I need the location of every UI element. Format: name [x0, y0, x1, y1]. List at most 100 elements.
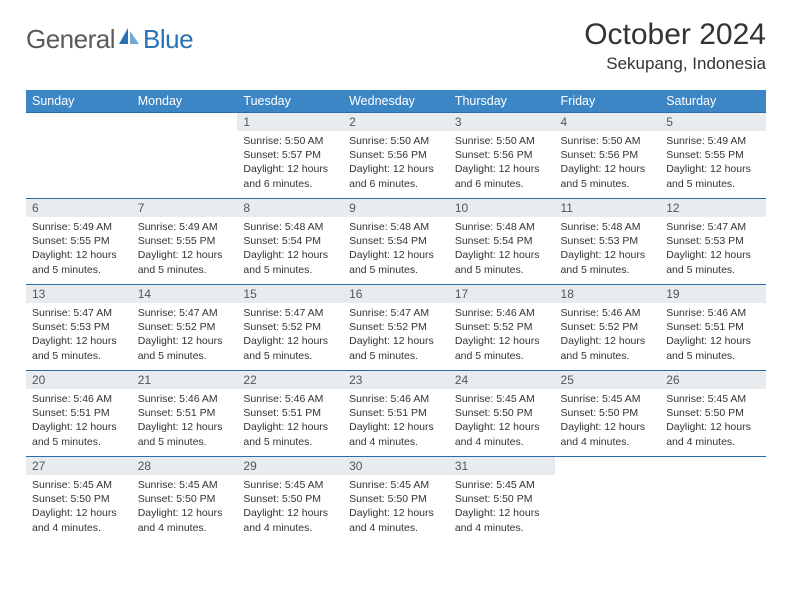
calendar-cell: 4Sunrise: 5:50 AMSunset: 5:56 PMDaylight… [555, 113, 661, 199]
day-header: Wednesday [343, 90, 449, 113]
day-number: 20 [26, 371, 132, 389]
calendar-body: 1Sunrise: 5:50 AMSunset: 5:57 PMDaylight… [26, 113, 766, 543]
calendar-cell: 2Sunrise: 5:50 AMSunset: 5:56 PMDaylight… [343, 113, 449, 199]
day-details: Sunrise: 5:50 AMSunset: 5:56 PMDaylight:… [343, 131, 449, 193]
day-details: Sunrise: 5:45 AMSunset: 5:50 PMDaylight:… [449, 475, 555, 537]
day-details: Sunrise: 5:48 AMSunset: 5:53 PMDaylight:… [555, 217, 661, 279]
day-number: 26 [660, 371, 766, 389]
calendar-cell: 31Sunrise: 5:45 AMSunset: 5:50 PMDayligh… [449, 457, 555, 543]
day-number: 4 [555, 113, 661, 131]
day-details: Sunrise: 5:46 AMSunset: 5:52 PMDaylight:… [449, 303, 555, 365]
day-details: Sunrise: 5:47 AMSunset: 5:52 PMDaylight:… [132, 303, 238, 365]
day-number: 25 [555, 371, 661, 389]
calendar-cell: 24Sunrise: 5:45 AMSunset: 5:50 PMDayligh… [449, 371, 555, 457]
day-number: 11 [555, 199, 661, 217]
calendar-cell: 10Sunrise: 5:48 AMSunset: 5:54 PMDayligh… [449, 199, 555, 285]
day-number: 19 [660, 285, 766, 303]
day-number: 18 [555, 285, 661, 303]
day-details: Sunrise: 5:47 AMSunset: 5:52 PMDaylight:… [237, 303, 343, 365]
calendar-cell: 20Sunrise: 5:46 AMSunset: 5:51 PMDayligh… [26, 371, 132, 457]
day-number: 22 [237, 371, 343, 389]
day-details: Sunrise: 5:46 AMSunset: 5:51 PMDaylight:… [343, 389, 449, 451]
day-number: 31 [449, 457, 555, 475]
calendar-cell: 25Sunrise: 5:45 AMSunset: 5:50 PMDayligh… [555, 371, 661, 457]
day-number: 9 [343, 199, 449, 217]
calendar-cell: 22Sunrise: 5:46 AMSunset: 5:51 PMDayligh… [237, 371, 343, 457]
calendar-head: SundayMondayTuesdayWednesdayThursdayFrid… [26, 90, 766, 113]
location-label: Sekupang, Indonesia [584, 54, 766, 74]
day-number: 5 [660, 113, 766, 131]
day-number: 2 [343, 113, 449, 131]
day-details: Sunrise: 5:46 AMSunset: 5:51 PMDaylight:… [660, 303, 766, 365]
calendar-cell: 5Sunrise: 5:49 AMSunset: 5:55 PMDaylight… [660, 113, 766, 199]
day-header: Friday [555, 90, 661, 113]
calendar-cell: 19Sunrise: 5:46 AMSunset: 5:51 PMDayligh… [660, 285, 766, 371]
calendar-cell: 3Sunrise: 5:50 AMSunset: 5:56 PMDaylight… [449, 113, 555, 199]
day-details: Sunrise: 5:46 AMSunset: 5:52 PMDaylight:… [555, 303, 661, 365]
day-details: Sunrise: 5:45 AMSunset: 5:50 PMDaylight:… [132, 475, 238, 537]
day-number: 7 [132, 199, 238, 217]
day-number: 29 [237, 457, 343, 475]
calendar-page: General Blue October 2024 Sekupang, Indo… [0, 0, 792, 543]
calendar-cell: 15Sunrise: 5:47 AMSunset: 5:52 PMDayligh… [237, 285, 343, 371]
day-number: 23 [343, 371, 449, 389]
calendar-cell: 26Sunrise: 5:45 AMSunset: 5:50 PMDayligh… [660, 371, 766, 457]
day-number: 12 [660, 199, 766, 217]
day-header: Saturday [660, 90, 766, 113]
calendar-cell: 14Sunrise: 5:47 AMSunset: 5:52 PMDayligh… [132, 285, 238, 371]
day-header: Monday [132, 90, 238, 113]
calendar-cell [132, 113, 238, 199]
calendar-cell: 13Sunrise: 5:47 AMSunset: 5:53 PMDayligh… [26, 285, 132, 371]
logo-text-blue: Blue [143, 24, 193, 55]
calendar-cell [555, 457, 661, 543]
day-number: 16 [343, 285, 449, 303]
day-details: Sunrise: 5:48 AMSunset: 5:54 PMDaylight:… [343, 217, 449, 279]
day-details: Sunrise: 5:46 AMSunset: 5:51 PMDaylight:… [237, 389, 343, 451]
day-details: Sunrise: 5:49 AMSunset: 5:55 PMDaylight:… [660, 131, 766, 193]
day-details: Sunrise: 5:49 AMSunset: 5:55 PMDaylight:… [26, 217, 132, 279]
calendar-cell: 8Sunrise: 5:48 AMSunset: 5:54 PMDaylight… [237, 199, 343, 285]
calendar-cell: 1Sunrise: 5:50 AMSunset: 5:57 PMDaylight… [237, 113, 343, 199]
day-details: Sunrise: 5:45 AMSunset: 5:50 PMDaylight:… [660, 389, 766, 451]
day-number: 13 [26, 285, 132, 303]
calendar-cell: 9Sunrise: 5:48 AMSunset: 5:54 PMDaylight… [343, 199, 449, 285]
day-details: Sunrise: 5:49 AMSunset: 5:55 PMDaylight:… [132, 217, 238, 279]
calendar-cell: 29Sunrise: 5:45 AMSunset: 5:50 PMDayligh… [237, 457, 343, 543]
day-details: Sunrise: 5:45 AMSunset: 5:50 PMDaylight:… [449, 389, 555, 451]
day-header: Tuesday [237, 90, 343, 113]
calendar-cell: 11Sunrise: 5:48 AMSunset: 5:53 PMDayligh… [555, 199, 661, 285]
day-number: 6 [26, 199, 132, 217]
day-details: Sunrise: 5:50 AMSunset: 5:56 PMDaylight:… [555, 131, 661, 193]
day-details: Sunrise: 5:46 AMSunset: 5:51 PMDaylight:… [132, 389, 238, 451]
calendar-cell: 12Sunrise: 5:47 AMSunset: 5:53 PMDayligh… [660, 199, 766, 285]
day-number: 21 [132, 371, 238, 389]
day-details: Sunrise: 5:45 AMSunset: 5:50 PMDaylight:… [237, 475, 343, 537]
day-details: Sunrise: 5:50 AMSunset: 5:57 PMDaylight:… [237, 131, 343, 193]
day-number: 17 [449, 285, 555, 303]
day-header: Thursday [449, 90, 555, 113]
header: General Blue October 2024 Sekupang, Indo… [26, 18, 766, 84]
calendar-table: SundayMondayTuesdayWednesdayThursdayFrid… [26, 90, 766, 543]
day-number: 1 [237, 113, 343, 131]
day-number: 15 [237, 285, 343, 303]
calendar-cell: 23Sunrise: 5:46 AMSunset: 5:51 PMDayligh… [343, 371, 449, 457]
month-title: October 2024 [584, 18, 766, 52]
calendar-cell [26, 113, 132, 199]
day-number: 14 [132, 285, 238, 303]
calendar-cell: 17Sunrise: 5:46 AMSunset: 5:52 PMDayligh… [449, 285, 555, 371]
logo-text-general: General [26, 24, 115, 55]
day-details: Sunrise: 5:50 AMSunset: 5:56 PMDaylight:… [449, 131, 555, 193]
logo: General Blue [26, 18, 193, 55]
day-details: Sunrise: 5:47 AMSunset: 5:52 PMDaylight:… [343, 303, 449, 365]
calendar-cell: 30Sunrise: 5:45 AMSunset: 5:50 PMDayligh… [343, 457, 449, 543]
day-details: Sunrise: 5:46 AMSunset: 5:51 PMDaylight:… [26, 389, 132, 451]
title-block: October 2024 Sekupang, Indonesia [584, 18, 766, 74]
day-details: Sunrise: 5:47 AMSunset: 5:53 PMDaylight:… [26, 303, 132, 365]
day-header: Sunday [26, 90, 132, 113]
day-number: 10 [449, 199, 555, 217]
calendar-cell: 7Sunrise: 5:49 AMSunset: 5:55 PMDaylight… [132, 199, 238, 285]
calendar-cell: 18Sunrise: 5:46 AMSunset: 5:52 PMDayligh… [555, 285, 661, 371]
day-number: 27 [26, 457, 132, 475]
calendar-cell: 16Sunrise: 5:47 AMSunset: 5:52 PMDayligh… [343, 285, 449, 371]
calendar-cell: 28Sunrise: 5:45 AMSunset: 5:50 PMDayligh… [132, 457, 238, 543]
